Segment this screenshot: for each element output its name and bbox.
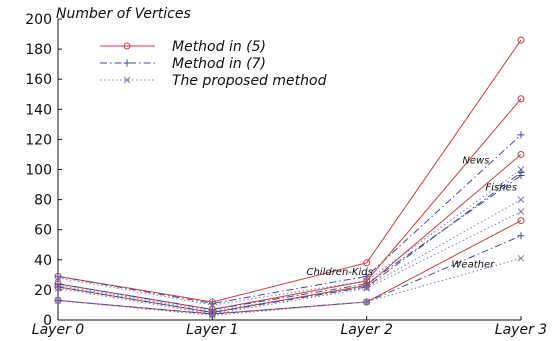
data-point <box>363 259 371 267</box>
y-tick-label: 180 <box>25 42 52 58</box>
data-point <box>517 232 525 240</box>
series-fishes-4 <box>54 172 525 313</box>
series-line <box>57 134 522 304</box>
legend-marker <box>123 76 131 84</box>
data-point <box>517 150 525 158</box>
data-point <box>54 285 62 292</box>
y-tick-label: 40 <box>34 253 52 269</box>
data-point <box>517 131 525 139</box>
series-line <box>57 175 522 310</box>
series-layer <box>54 36 525 319</box>
legend-marker <box>123 42 131 50</box>
series-line <box>57 98 522 310</box>
legend-entry: The proposed method <box>100 73 327 89</box>
y-axis-title: Number of Vertices <box>56 6 191 22</box>
legend-label: Method in (5) <box>172 39 266 55</box>
series-line <box>57 172 522 313</box>
series-news-1 <box>54 131 525 307</box>
data-point <box>54 274 62 282</box>
series-line <box>57 257 522 316</box>
data-point <box>517 196 525 203</box>
legend-label: Method in (7) <box>172 56 266 72</box>
series-line <box>57 199 522 312</box>
y-tick-label: 0 <box>43 313 52 329</box>
data-point <box>363 272 371 280</box>
data-point <box>517 254 525 262</box>
data-point <box>517 169 525 177</box>
series-fishes-3 <box>54 95 525 313</box>
y-axis-ticks: 0 20 40 60 80 100 120 140 160 180 200 <box>25 12 62 329</box>
data-point <box>363 285 371 292</box>
series-children-kids-7 <box>54 169 525 316</box>
x-tick-label: Layer 1 <box>186 322 238 338</box>
y-tick-label: 100 <box>25 163 52 179</box>
series-line <box>57 154 522 313</box>
data-point <box>517 217 525 225</box>
legend-entry: Method in (5) <box>100 39 266 55</box>
data-point <box>54 283 62 291</box>
annotation-label: Weather <box>452 259 496 270</box>
legend: Method in (5)Method in (7)The proposed m… <box>100 39 327 89</box>
data-point <box>363 283 371 291</box>
series-weather-11 <box>54 254 525 319</box>
legend-marker <box>123 59 131 67</box>
annotation-label: Fishes <box>486 183 517 194</box>
y-tick-label: 200 <box>25 12 52 28</box>
series-children-kids-6 <box>54 150 525 316</box>
x-tick-label: Layer 3 <box>495 322 547 338</box>
x-axis-ticks: Layer 0 Layer 1 Layer 2 Layer 3 <box>32 316 547 338</box>
data-point <box>517 95 525 103</box>
series-news-0 <box>54 36 525 306</box>
legend-label: The proposed method <box>172 73 327 89</box>
data-point <box>517 36 525 44</box>
data-point <box>208 310 216 318</box>
series-line <box>57 39 522 303</box>
annotations: News Fishes Children-Kids Weather <box>306 155 516 277</box>
series-line <box>57 235 522 315</box>
data-point <box>517 208 525 215</box>
data-point <box>54 297 62 304</box>
y-tick-label: 140 <box>25 102 52 118</box>
y-tick-label: 120 <box>25 132 52 148</box>
y-tick-label: 60 <box>34 223 52 239</box>
legend-entry: Method in (7) <box>100 56 266 72</box>
y-tick-label: 20 <box>34 283 52 299</box>
x-tick-label: Layer 0 <box>32 322 84 338</box>
series-line <box>57 169 522 306</box>
data-point <box>208 312 216 319</box>
y-tick-label: 160 <box>25 72 52 88</box>
x-tick-label: Layer 2 <box>340 322 392 338</box>
annotation-label: Children-Kids <box>306 267 372 278</box>
data-point <box>363 298 371 306</box>
data-point <box>208 299 216 307</box>
data-point <box>54 272 62 280</box>
series-weather-10 <box>54 232 525 318</box>
annotation-label: News <box>462 155 489 166</box>
y-tick-label: 80 <box>34 193 52 209</box>
